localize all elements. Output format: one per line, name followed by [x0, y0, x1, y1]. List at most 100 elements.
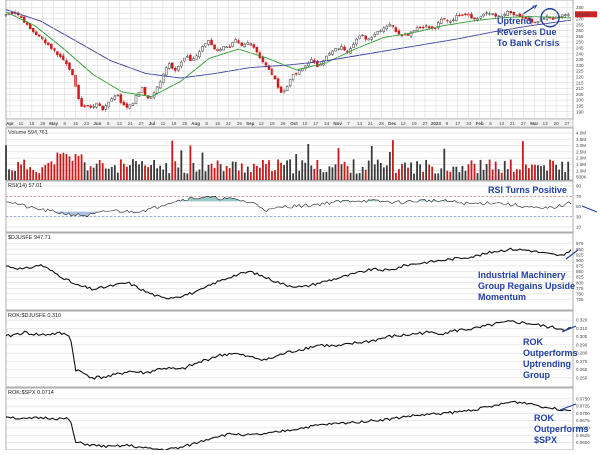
rok-group-arrow — [561, 325, 577, 333]
industrial-axis-tick-3: 900 — [576, 258, 584, 263]
price-axis-tick-10: 230 — [576, 63, 584, 68]
volume-bar-107 — [328, 166, 331, 180]
rok-group-axis-tick-0: 0.320 — [576, 318, 588, 323]
candle-body-90 — [276, 78, 280, 88]
volume-bar-61 — [189, 145, 192, 180]
date-tick-22: Sep — [246, 121, 255, 126]
candle-body-144 — [440, 19, 443, 24]
industrial-label: $DJUSFE 947.71 — [8, 235, 51, 241]
date-tick-41: 17 — [455, 121, 461, 126]
candle-body-107 — [328, 53, 331, 56]
volume-bar-138 — [422, 171, 425, 180]
volume-bar-180 — [549, 159, 551, 180]
candle-body-112 — [343, 46, 346, 51]
candle-body-130 — [397, 30, 401, 35]
volume-bar-133 — [407, 167, 409, 180]
volume-bar-94 — [289, 159, 292, 180]
volume-tick-2: 3.0M — [576, 143, 586, 148]
volume-bar-132 — [404, 162, 406, 180]
candle-body-83 — [255, 46, 259, 53]
candle-body-94 — [288, 79, 292, 86]
volume-bar-15 — [50, 161, 53, 180]
volume-bar-1 — [8, 169, 10, 180]
industrial-annotation-line-2: Momentum — [478, 292, 526, 302]
industrial-axis-tick-10: 725 — [576, 297, 584, 302]
candle-body-66 — [204, 43, 207, 47]
candle-body-16 — [53, 48, 56, 51]
volume-bar-172 — [524, 164, 527, 180]
volume-bar-39 — [122, 163, 125, 180]
volume-bar-60 — [186, 173, 189, 180]
volume-bar-108 — [331, 167, 334, 180]
candle-body-71 — [219, 49, 222, 52]
volume-bar-162 — [494, 161, 497, 180]
volume-bar-173 — [528, 168, 530, 180]
volume-bar-103 — [316, 159, 319, 180]
volume-bar-168 — [512, 171, 515, 180]
volume-bar-22 — [71, 160, 74, 180]
candle-body-89 — [273, 75, 277, 80]
candle-body-92 — [282, 90, 286, 93]
candle-body-75 — [231, 42, 234, 47]
volume-bar-141 — [431, 166, 434, 180]
candle-body-68 — [210, 39, 213, 46]
candle-body-0 — [4, 14, 8, 16]
candle-body-167 — [509, 10, 513, 14]
price-axis-tick-6: 250 — [576, 40, 584, 45]
volume-bar-16 — [53, 164, 56, 180]
candle-body-57 — [177, 66, 180, 71]
volume-bar-93 — [286, 160, 289, 180]
volume-bar-184 — [561, 161, 564, 180]
volume-bar-119 — [364, 169, 367, 180]
candle-body-173 — [527, 17, 531, 21]
rsi-axis-tick-3: 30 — [576, 214, 582, 219]
date-tick-5: 9 — [63, 121, 66, 126]
volume-bar-83 — [255, 165, 258, 180]
candle-body-32 — [101, 105, 104, 111]
date-tick-51: 27 — [564, 121, 570, 126]
candle-body-122 — [373, 33, 377, 37]
date-tick-20: 22 — [226, 121, 232, 126]
price-axis-tick-18: 190 — [576, 109, 584, 114]
rok-spx-annotation-line-1: Outperforms — [534, 424, 589, 434]
rok-group-annotation-line-3: Group — [523, 370, 550, 380]
candle-body-139 — [424, 25, 428, 27]
volume-bar-19 — [62, 152, 65, 180]
candle-body-53 — [164, 67, 168, 76]
volume-bar-36 — [113, 165, 116, 180]
volume-bar-118 — [361, 166, 364, 180]
date-tick-42: 23 — [466, 121, 472, 126]
volume-bar-52 — [162, 169, 165, 180]
uptrend-annotation-line-2: To Bank Crisis — [497, 38, 559, 48]
volume-bar-101 — [310, 165, 313, 180]
volume-bar-59 — [183, 172, 186, 180]
candle-body-161 — [491, 13, 494, 15]
candle-body-17 — [56, 51, 59, 56]
volume-bar-20 — [65, 154, 68, 180]
volume-bar-51 — [159, 165, 162, 180]
candle-body-116 — [355, 38, 358, 45]
candle-body-140 — [427, 26, 431, 28]
price-last-tag — [575, 11, 597, 18]
candle-body-115 — [352, 44, 355, 48]
date-tick-48: Mar — [530, 121, 538, 126]
date-tick-3: 25 — [40, 121, 46, 126]
candle-body-45 — [140, 87, 144, 93]
volume-bar-135 — [413, 173, 415, 180]
candle-body-7 — [25, 22, 29, 25]
candle-body-165 — [503, 14, 506, 16]
volume-bar-100 — [307, 144, 310, 180]
volume-bar-49 — [153, 160, 156, 180]
candle-body-124 — [379, 30, 383, 32]
rok-spx-tick-4: 0.0650 — [576, 426, 590, 431]
price-axis-tick-12: 220 — [576, 74, 584, 79]
volume-bar-11 — [38, 173, 41, 180]
candle-body-26 — [83, 105, 86, 107]
volume-bar-109 — [334, 164, 337, 180]
rsi-axis-tick-4: 10 — [576, 225, 582, 230]
rsi-axis-tick-0: 90 — [576, 184, 582, 189]
volume-bar-146 — [446, 170, 449, 180]
volume-bar-46 — [144, 165, 146, 180]
volume-bar-38 — [119, 159, 122, 180]
